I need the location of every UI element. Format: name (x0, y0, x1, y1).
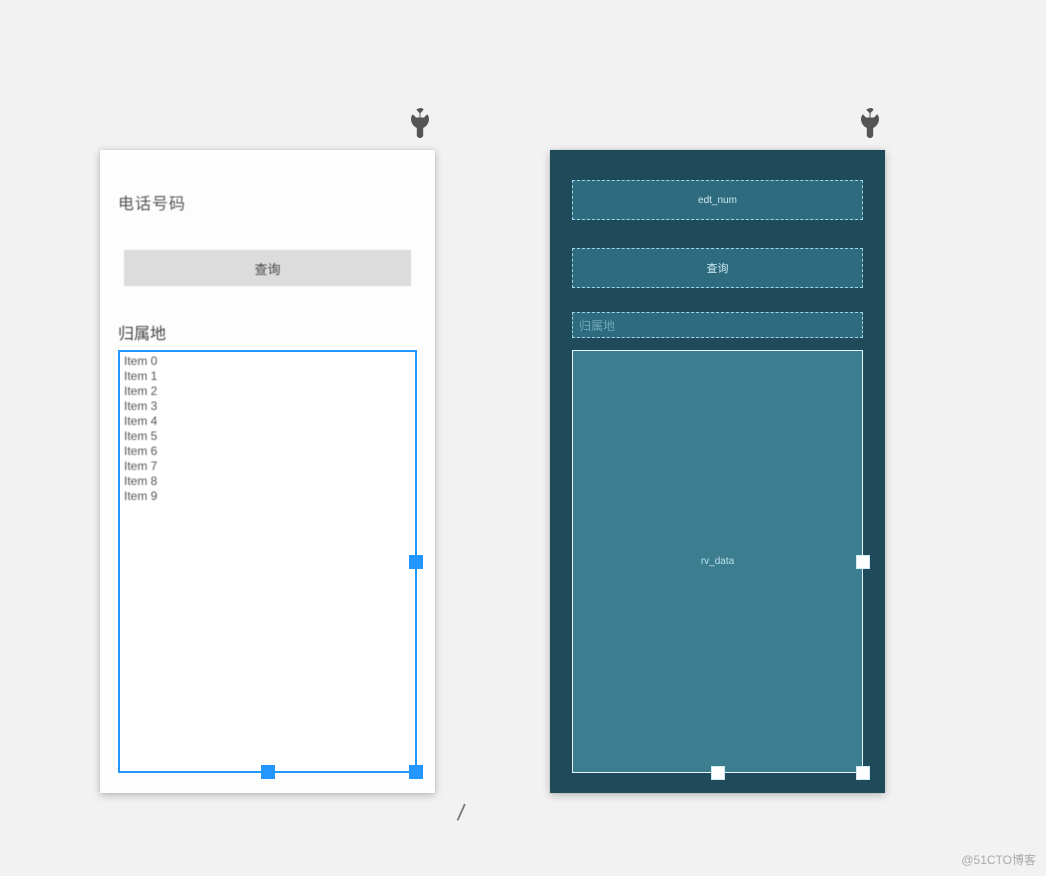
watermark-text: @51CTO博客 (961, 851, 1036, 868)
blueprint-button[interactable]: 查询 (572, 248, 863, 288)
layout-editor-stage: 电话号码 查询 归属地 Item 0 Item 1 Item 2 Item 3 … (0, 0, 1046, 876)
blueprint-edittext[interactable]: edt_num (572, 180, 863, 220)
blueprint-edittext-id: edt_num (698, 195, 737, 206)
design-preview-panel: 电话号码 查询 归属地 Item 0 Item 1 Item 2 Item 3 … (100, 150, 435, 793)
shadow-divider-icon: // (456, 800, 461, 826)
resize-handle-corner[interactable] (856, 766, 870, 780)
blueprint-button-label: 查询 (707, 260, 729, 276)
resize-handle-bottom[interactable] (711, 766, 725, 780)
list-item: Item 2 (124, 384, 157, 399)
recyclerview-selection[interactable]: Item 0 Item 1 Item 2 Item 3 Item 4 Item … (118, 350, 417, 773)
blueprint-textview[interactable]: 归属地 (572, 312, 863, 338)
list-item: Item 3 (124, 399, 157, 414)
resize-handle-bottom[interactable] (261, 765, 275, 779)
list-item: Item 7 (124, 459, 157, 474)
blueprint-panel: edt_num 查询 归属地 rv_data (550, 150, 885, 793)
blueprint-recyclerview[interactable]: rv_data (572, 350, 863, 773)
attribution-textview: 归属地 (118, 320, 166, 344)
query-button[interactable]: 查询 (124, 250, 411, 286)
blueprint-textview-hint: 归属地 (579, 319, 615, 333)
preview-item-list: Item 0 Item 1 Item 2 Item 3 Item 4 Item … (124, 354, 157, 504)
query-button-label: 查询 (254, 259, 280, 278)
list-item: Item 4 (124, 414, 157, 429)
list-item: Item 5 (124, 429, 157, 444)
list-item: Item 6 (124, 444, 157, 459)
wrench-icon[interactable] (410, 108, 432, 138)
resize-handle-corner[interactable] (409, 765, 423, 779)
blueprint-recyclerview-id: rv_data (701, 556, 734, 567)
list-item: Item 9 (124, 489, 157, 504)
phone-edittext-hint[interactable]: 电话号码 (118, 190, 186, 214)
list-item: Item 1 (124, 369, 157, 384)
list-item: Item 0 (124, 354, 157, 369)
wrench-icon[interactable] (860, 108, 882, 138)
resize-handle-right[interactable] (409, 555, 423, 569)
list-item: Item 8 (124, 474, 157, 489)
resize-handle-right[interactable] (856, 555, 870, 569)
